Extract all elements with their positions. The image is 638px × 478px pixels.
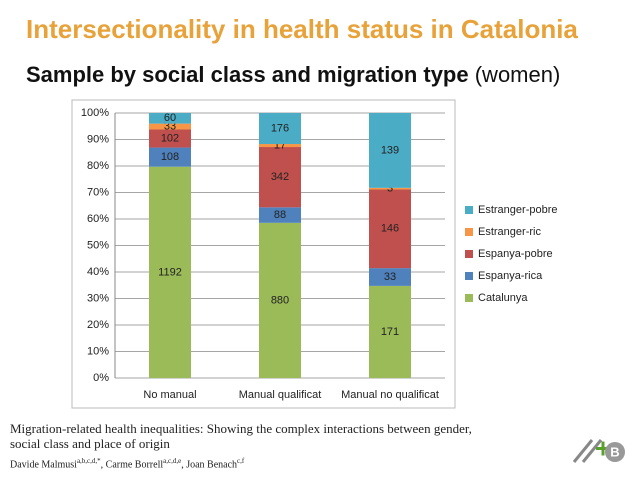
legend-swatch	[465, 228, 473, 236]
author-affiliation: a,b,c,d,*	[76, 457, 101, 465]
y-tick-label: 100%	[81, 107, 109, 119]
data-label: 33	[384, 271, 396, 283]
data-label: 171	[381, 326, 399, 338]
data-label: 139	[381, 144, 399, 156]
bar-segment	[149, 123, 191, 130]
y-tick-label: 0%	[93, 372, 109, 384]
data-label: 102	[161, 132, 179, 144]
slide-subtitle: Sample by social class and migration typ…	[26, 62, 560, 88]
legend-label: Catalunya	[478, 292, 528, 304]
y-tick-label: 80%	[87, 160, 109, 172]
data-label: 1192	[158, 266, 182, 278]
author-name: Carme Borrell	[105, 459, 164, 471]
legend-swatch	[465, 250, 473, 258]
citation-title: Migration-related health inequalities: S…	[10, 421, 472, 451]
slide-title: Intersectionality in health status in Ca…	[26, 14, 578, 44]
author-affiliation: c,f	[237, 457, 245, 465]
author-name: Davide Malmusi	[10, 459, 77, 471]
legend-label: Estranger-ric	[478, 226, 541, 238]
y-tick-label: 70%	[87, 186, 109, 198]
subtitle-main: Sample by social class and migration typ…	[26, 62, 469, 87]
y-tick-label: 90%	[87, 133, 109, 145]
bar-segment	[149, 113, 191, 124]
data-label: 342	[271, 171, 289, 183]
y-tick-label: 60%	[87, 213, 109, 225]
data-label: 880	[271, 294, 289, 306]
citation-authors: Davide Malmusia,b,c,d,*, Carme Borrella,…	[10, 457, 245, 471]
bar-segment	[369, 285, 411, 378]
x-tick-label: Manual no qualificat	[341, 389, 439, 401]
data-label: 88	[274, 209, 286, 221]
bar-segment	[149, 166, 191, 378]
data-label: 60	[164, 112, 176, 124]
y-tick-label: 30%	[87, 292, 109, 304]
x-tick-label: No manual	[143, 389, 196, 401]
y-tick-label: 20%	[87, 319, 109, 331]
y-tick-label: 40%	[87, 266, 109, 278]
bar-segment	[259, 144, 301, 148]
bar-segment	[259, 147, 301, 208]
author-name: Joan Benach	[186, 459, 238, 471]
data-label: 3	[387, 183, 393, 195]
legend-label: Espanya-pobre	[478, 248, 553, 260]
logo: B	[572, 439, 625, 463]
author-affiliation: a,c,d,e	[163, 457, 182, 465]
legend-label: Estranger-pobre	[478, 204, 558, 216]
bar-segment	[149, 147, 191, 167]
bar-segment	[259, 113, 301, 145]
y-tick-label: 10%	[87, 345, 109, 357]
legend-swatch	[465, 206, 473, 214]
x-tick-label: Manual qualificat	[239, 389, 322, 401]
bar-segment	[369, 189, 411, 269]
bar-segment	[259, 222, 301, 378]
svg-text:B: B	[610, 444, 619, 459]
y-tick-label: 50%	[87, 239, 109, 251]
data-label: 108	[161, 151, 179, 163]
bar-segment	[369, 187, 411, 190]
data-label: 146	[381, 223, 399, 235]
bar-segment	[259, 207, 301, 223]
bar-segment	[369, 113, 411, 188]
legend-swatch	[465, 294, 473, 302]
subtitle-note: (women)	[474, 62, 561, 87]
legend-swatch	[465, 272, 473, 280]
bar-segment	[369, 268, 411, 286]
legend-label: Espanya-rica	[478, 270, 543, 282]
bar-segment	[149, 129, 191, 148]
data-label: 176	[271, 122, 289, 134]
